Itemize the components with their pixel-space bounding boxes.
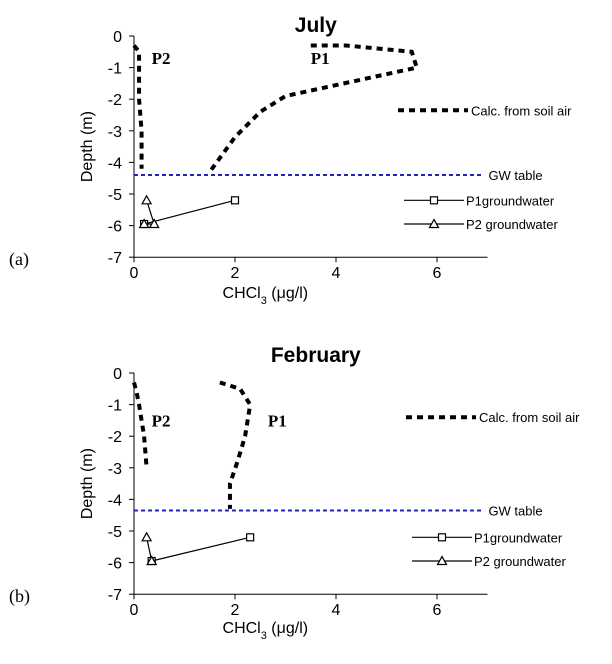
series-line-p2-soil-air xyxy=(132,381,149,468)
y-tick-label: -6 xyxy=(108,556,122,573)
annotation-p2: P2 xyxy=(152,49,171,68)
legend-label-p2-groundwater: P2 groundwater xyxy=(466,217,558,232)
legend-marker-p1-groundwater xyxy=(429,196,439,205)
data-point-p2-groundwater xyxy=(138,218,150,229)
x-tick-label: 2 xyxy=(231,265,240,282)
x-tick-label: 0 xyxy=(130,602,139,619)
y-tick-label: -7 xyxy=(108,587,122,604)
y-tick-label: -4 xyxy=(108,492,122,509)
legend-marker-p2-groundwater xyxy=(428,218,440,229)
annotation-p2: P2 xyxy=(152,411,171,430)
x-axis-label: CHCl3 (μg/l) xyxy=(223,285,309,307)
y-axis-label: Depth (m) xyxy=(79,448,96,519)
data-point-p2-groundwater xyxy=(141,194,153,205)
y-tick-label: -6 xyxy=(108,219,122,236)
panel-label: (b) xyxy=(9,586,30,607)
legend-marker-p1-groundwater xyxy=(437,533,447,542)
x-axis-label-subscript: 3 xyxy=(261,295,267,307)
legend-label-p2-groundwater: P2 groundwater xyxy=(474,554,566,569)
y-tick-label: -2 xyxy=(108,429,122,446)
chart-panel-b: February 0 -1 -2 -3 -4 -5 -6 -7 0 2 4 6 Depth (m) CHCl… xyxy=(9,344,580,642)
x-tick-label: 0 xyxy=(130,265,139,282)
y-tick-label: -3 xyxy=(108,461,122,478)
legend-label-soil-air: Calc. from soil air xyxy=(479,410,580,425)
x-tick-label: 6 xyxy=(433,602,442,619)
series-line-p1-groundwater xyxy=(151,536,251,562)
data-point-p2-groundwater xyxy=(148,218,160,229)
series-line-p1-soil-air xyxy=(219,380,253,509)
y-tick-label: 0 xyxy=(113,366,122,383)
x-tick-label: 6 xyxy=(433,265,442,282)
legend-marker-p2-groundwater xyxy=(436,555,448,566)
legend-label-p1-groundwater: P1groundwater xyxy=(474,530,563,545)
chart-title: July xyxy=(295,14,337,37)
x-axis-label-unit: (μg/l) xyxy=(267,285,308,302)
y-tick-label: -5 xyxy=(108,187,122,204)
x-tick-label: 4 xyxy=(332,602,341,619)
series-line-p1-groundwater xyxy=(143,199,236,225)
y-tick-label: -7 xyxy=(108,250,122,267)
chart-panel-a: July 0 -1 -2 -3 -4 -5 -6 -7 0 2 4 6 Depth (m) CHCl3 (μ… xyxy=(9,14,572,307)
legend-label-gw-table: GW table xyxy=(488,503,542,518)
y-tick-label: -2 xyxy=(108,92,122,109)
y-tick-label: -4 xyxy=(108,155,122,172)
x-tick-label: 4 xyxy=(332,265,341,282)
y-tick-label: 0 xyxy=(113,29,122,46)
x-axis-label-unit: (μg/l) xyxy=(267,620,308,637)
y-tick-label: -1 xyxy=(108,398,122,415)
y-tick-label: -3 xyxy=(108,124,122,141)
data-point-p2-groundwater xyxy=(146,555,158,566)
y-tick-label: -1 xyxy=(108,61,122,78)
y-axis-label: Depth (m) xyxy=(79,111,96,182)
annotation-p1: P1 xyxy=(311,49,330,68)
y-tick-label: -5 xyxy=(108,524,122,541)
annotation-p1: P1 xyxy=(268,411,287,430)
x-axis-label-subscript: 3 xyxy=(261,630,267,642)
x-axis-label: CHCl3 (μg/l) xyxy=(223,620,309,642)
data-point-p1-groundwater xyxy=(246,533,255,542)
data-point-p2-groundwater xyxy=(141,531,153,542)
data-point-p1-groundwater xyxy=(230,196,240,205)
legend-label-soil-air: Calc. from soil air xyxy=(471,103,572,118)
x-axis-label-main: CHCl xyxy=(223,620,261,637)
x-axis-label-main: CHCl xyxy=(223,285,261,302)
x-tick-label: 2 xyxy=(231,602,240,619)
panel-label: (a) xyxy=(9,249,29,270)
series-line-p1-soil-air xyxy=(208,43,420,174)
chart-title: February xyxy=(271,344,361,367)
series-line-p2-soil-air xyxy=(132,44,144,169)
legend-label-gw-table: GW table xyxy=(488,168,542,183)
legend-label-p1-groundwater: P1groundwater xyxy=(466,193,555,208)
